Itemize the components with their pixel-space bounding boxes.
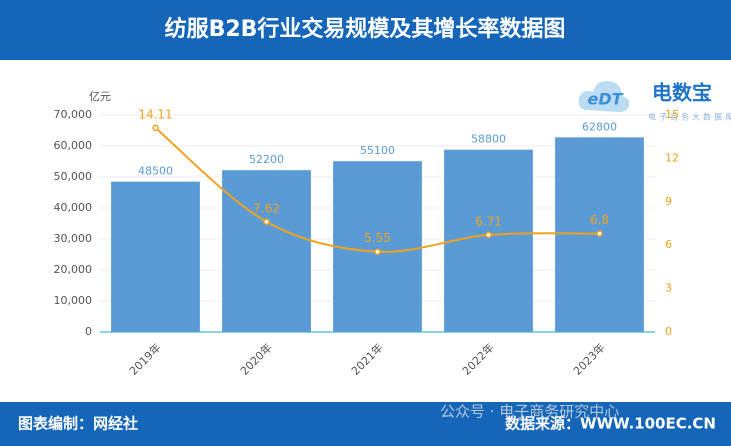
line-label: 5.55 [364,231,391,245]
y2-tick-label: 3 [665,282,672,295]
bar-label: 55100 [360,144,395,157]
watermark: 公众号 · 电子商务研究中心 [440,403,619,421]
y-tick-label: 30,000 [54,232,93,245]
chart-title: 纺服B2B行业交易规模及其增长率数据图 [165,16,566,42]
line-point [596,230,603,237]
line-label: 7.62 [253,201,280,215]
footer-bar [0,402,731,446]
bar [444,149,533,332]
footer-right: 数据来源：WWW.100EC.CN [505,415,716,433]
y2-tick-label: 6 [665,238,672,251]
bar-label: 48500 [138,165,173,178]
y-tick-label: 40,000 [54,201,93,214]
y-tick-label: 50,000 [54,170,93,183]
y-tick-label: 70,000 [54,108,93,121]
line-label: 6.71 [475,214,502,228]
bar-label: 52200 [249,153,284,166]
y-unit: 亿元 [89,90,111,103]
line-label: 6.8 [590,213,609,227]
header-bar [0,0,731,60]
logo-mark: eDT [587,90,623,109]
bar [222,170,311,332]
bar [333,161,422,332]
bar-label: 62800 [582,120,617,133]
y2-tick-label: 9 [665,195,672,208]
line-label: 14.11 [138,107,172,121]
y-tick-label: 60,000 [54,139,93,152]
logo-tagline: 电子商务大数据库 [648,112,731,122]
footer-left: 图表编制：网经社 [18,415,138,433]
y-tick-label: 0 [85,325,92,338]
bar-label: 58800 [471,133,506,146]
logo: eDT 电数宝 电子商务大数据库 [578,81,731,122]
line-point [485,231,492,239]
line-point [263,218,270,226]
y2-tick-label: 15 [665,108,679,121]
y2-tick-label: 0 [665,325,672,338]
y2-tick-label: 12 [665,151,679,164]
line-point [374,248,381,255]
logo-cloud [578,81,630,112]
bar [111,181,200,332]
y-tick-label: 10,000 [54,294,93,307]
logo-name: 电数宝 [652,81,712,105]
line-point [152,124,159,132]
y-tick-label: 20,000 [54,263,93,276]
